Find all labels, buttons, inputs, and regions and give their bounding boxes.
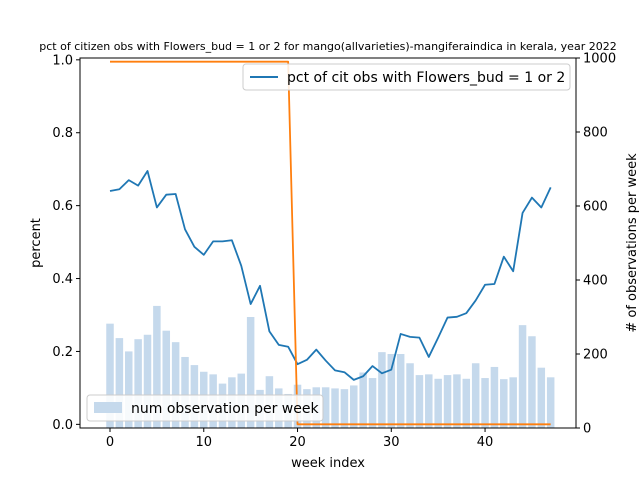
x-axis: 0 10 20 30 40 [106, 428, 493, 450]
legend-bar: num observation per week [86, 394, 324, 422]
x-tick-label: 30 [383, 435, 400, 450]
bar-week-30 [387, 354, 396, 428]
bar-week-41 [490, 366, 499, 428]
bar-week-38 [462, 378, 471, 428]
plot-frame [79, 57, 577, 429]
line-series-0 [109, 170, 552, 381]
bar-week-28 [368, 378, 377, 428]
y-right-tick-label: 800 [583, 126, 608, 141]
bar-week-3 [134, 339, 142, 428]
y-right-tick-label: 1000 [583, 52, 616, 67]
bar-week-44 [518, 325, 527, 428]
legend-line: pct of cit obs with Flowers_bud = 1 or 2 [242, 63, 571, 91]
x-axis-label: week index [291, 456, 365, 471]
y-right-tick-label: 600 [583, 200, 608, 215]
x-tick-label: 10 [195, 435, 212, 450]
legend-bar-swatch [94, 402, 122, 413]
x-tick-label: 40 [477, 435, 494, 450]
bar-week-24 [331, 388, 339, 428]
bar-week-42 [500, 379, 508, 428]
bar-week-8 [181, 356, 189, 428]
bar-week-29 [378, 352, 386, 428]
y-right-tick-label: 0 [583, 422, 591, 437]
y-right-tick-label: 400 [583, 274, 608, 289]
line-series [109, 60, 552, 426]
x-tick-label: 0 [106, 435, 114, 450]
bar-week-34 [425, 374, 433, 428]
bar-week-6 [162, 330, 171, 428]
y-right-tick-label: 200 [583, 348, 608, 363]
y-axis-left: 0.0 0.2 0.4 0.6 0.8 1.0 [52, 53, 80, 433]
legend-bar-frame [86, 394, 324, 422]
bar-week-2 [125, 351, 133, 428]
bar-week-1 [115, 338, 124, 428]
bar-week-33 [415, 375, 424, 428]
bar-week-27 [359, 372, 367, 428]
y-axis-right-label: # of observations per week [625, 153, 640, 333]
bar-week-45 [528, 336, 536, 428]
x-tick-label: 20 [289, 435, 306, 450]
y-left-tick-label: 0.4 [52, 272, 73, 287]
legend-line-label: pct of cit obs with Flowers_bud = 1 or 2 [287, 70, 565, 86]
bar-week-46 [537, 367, 546, 428]
bar-week-43 [509, 377, 517, 428]
bar-week-15 [246, 317, 255, 428]
bar-week-25 [340, 389, 349, 428]
bar-week-23 [321, 387, 330, 428]
y-left-tick-label: 0.0 [52, 418, 73, 433]
bar-week-40 [481, 378, 489, 428]
legend-line-frame [242, 63, 571, 91]
bar-week-36 [443, 375, 452, 428]
bar-week-26 [350, 385, 358, 428]
bar-week-5 [153, 305, 161, 428]
bar-week-37 [453, 374, 461, 428]
line-series-2 [110, 60, 551, 426]
bar-week-39 [471, 363, 480, 428]
chart-title: pct of citizen obs with Flowers_bud = 1 … [39, 40, 616, 53]
bar-week-31 [396, 354, 405, 428]
y-left-tick-label: 0.2 [52, 345, 73, 360]
bar-week-4 [143, 334, 152, 428]
y-left-tick-label: 0.6 [52, 199, 73, 214]
bar-week-0 [106, 323, 114, 428]
y-left-tick-label: 0.8 [52, 126, 73, 141]
bar-week-7 [171, 342, 180, 428]
legend-bar-label: num observation per week [131, 401, 319, 417]
y-left-tick-label: 1.0 [52, 53, 73, 68]
y-axis-left-label: percent [29, 218, 44, 268]
bar-week-35 [434, 378, 442, 428]
bar-week-32 [406, 363, 414, 428]
bar-week-47 [546, 377, 555, 428]
y-axis-right: 0 200 400 600 800 1000 [576, 52, 616, 437]
